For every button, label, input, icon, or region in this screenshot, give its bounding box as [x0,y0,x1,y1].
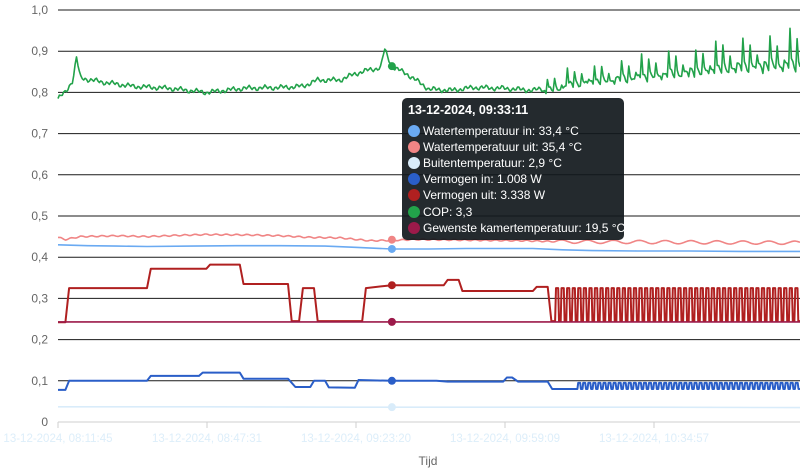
tooltip-row: Buitentemperatuur: 2,9 °C [408,155,618,171]
tooltip-row-text: Watertemperatuur uit: 35,4 °C [423,140,583,155]
y-tick-label: 0,7 [31,127,48,141]
series-line-watertemperatuur-uit[interactable] [58,233,800,246]
y-tick-label: 0,6 [31,168,48,182]
tooltip-row-text: Watertemperatuur in: 33,4 °C [423,124,579,139]
tooltip-row: Watertemperatuur uit: 35,4 °C [408,139,618,155]
x-axis-ticks: 13-12-2024, 08:11:45 13-12-2024, 08:47:31… [3,422,709,445]
y-tick-label: 0,9 [31,44,48,58]
hover-point [387,235,396,244]
tooltip-row: COP: 3,3 [408,203,618,219]
tooltip-row-text: Gewenste kamertemperatuur: 19,5 °C [423,220,626,235]
series-lines[interactable] [57,27,800,409]
hover-point [387,376,396,385]
series-line-watertemperatuur-in[interactable] [57,244,800,253]
legend-dot-icon [408,157,420,170]
y-tick-label: 0 [41,415,48,429]
x-tick-label: 13-12-2024, 09:59:09 [450,433,560,445]
tooltip-row: Gewenste kamertemperatuur: 19,5 °C [408,220,625,236]
tooltip-row-text: Vermogen uit: 3.338 W [423,188,546,203]
series-line-buitentemperatuur[interactable] [58,406,800,409]
tooltip-row: Vermogen uit: 3.338 W [408,187,618,203]
y-tick-label: 1,0 [31,3,48,17]
hover-point [387,403,396,412]
y-tick-label: 0,2 [31,333,48,347]
legend-dot-icon [408,189,420,202]
y-tick-label: 0,3 [31,291,48,305]
y-tick-label: 0,1 [31,374,48,388]
hover-point [387,317,396,326]
y-tick-label: 0,5 [31,209,48,223]
hover-points [387,62,396,412]
y-tick-label: 0,4 [31,250,48,264]
tooltip-row-text: Buitentemperatuur: 2,9 °C [423,156,562,171]
x-tick-label: 13-12-2024, 08:11:45 [3,433,112,445]
tooltip-row: Watertemperatuur in: 33,4 °C [408,123,618,139]
tooltip-row-text: Vermogen in: 1.008 W [423,172,542,187]
x-tick-label: 13-12-2024, 09:23:20 [301,433,411,445]
legend-dot-icon [408,205,420,218]
series-line-cop[interactable] [57,27,800,99]
x-tick-label: 13-12-2024, 10:34:57 [599,433,709,445]
tooltip-title: 13-12-2024, 09:33:11 [408,103,529,117]
hover-point [387,62,396,71]
tooltip-rows: Watertemperatuur in: 33,4 °C Watertempera… [408,123,625,236]
legend-dot-icon [408,173,420,186]
tooltip-row-text: COP: 3,3 [423,204,473,219]
x-axis-title: Tijd [419,454,438,468]
legend-dot-icon [408,221,420,234]
chart-tooltip: 13-12-2024, 09:33:11 Watertemperatuur in… [402,98,625,240]
hover-point [387,281,396,290]
legend-dot-icon [408,141,420,154]
y-axis-ticks: 0 0,1 0,2 0,3 0,4 0,5 0,6 0,7 0,8 0,9 1,0 [31,3,48,429]
series-line-vermogen-in[interactable] [58,371,800,391]
legend-dot-icon [408,125,420,138]
series-line-vermogen-uit[interactable] [58,263,800,324]
x-tick-label: 13-12-2024, 08:47:31 [152,433,262,445]
y-tick-label: 0,8 [31,85,48,99]
tooltip-row: Vermogen in: 1.008 W [408,171,618,187]
hover-point [387,244,396,253]
